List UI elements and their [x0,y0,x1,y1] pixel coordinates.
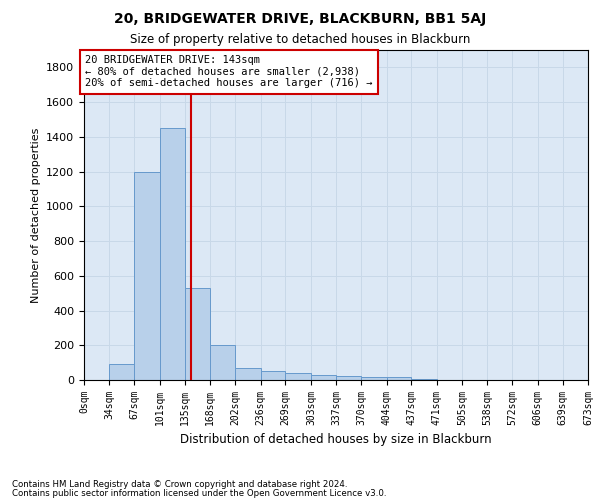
Text: 20 BRIDGEWATER DRIVE: 143sqm
← 80% of detached houses are smaller (2,938)
20% of: 20 BRIDGEWATER DRIVE: 143sqm ← 80% of de… [85,55,373,88]
Bar [185,288,210,380]
Bar [411,379,437,380]
Bar [337,376,361,380]
Bar [235,368,261,380]
Bar [386,378,411,380]
Text: Contains HM Land Registry data © Crown copyright and database right 2024.: Contains HM Land Registry data © Crown c… [12,480,347,489]
Text: 20, BRIDGEWATER DRIVE, BLACKBURN, BB1 5AJ: 20, BRIDGEWATER DRIVE, BLACKBURN, BB1 5A… [114,12,486,26]
Bar [286,373,311,380]
Bar [109,364,134,380]
Bar [210,346,235,380]
Y-axis label: Number of detached properties: Number of detached properties [31,128,41,302]
Bar [361,376,386,380]
Bar [261,372,286,380]
Text: Contains public sector information licensed under the Open Government Licence v3: Contains public sector information licen… [12,488,386,498]
X-axis label: Distribution of detached houses by size in Blackburn: Distribution of detached houses by size … [180,434,492,446]
Text: Size of property relative to detached houses in Blackburn: Size of property relative to detached ho… [130,32,470,46]
Bar [311,375,337,380]
Bar [134,172,160,380]
Bar [160,128,185,380]
